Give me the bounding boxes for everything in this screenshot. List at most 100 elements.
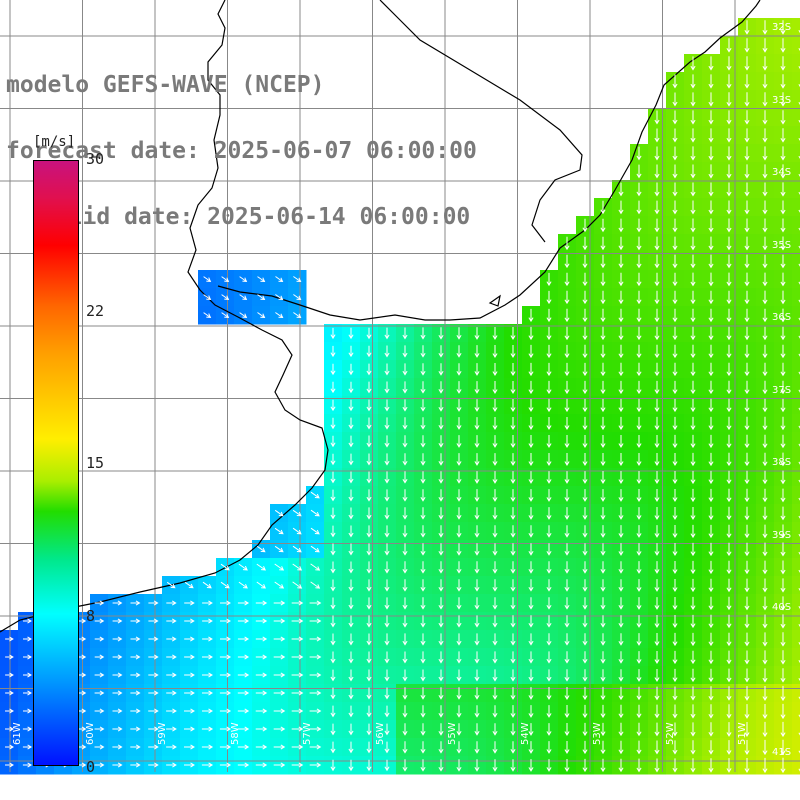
wind-arrow bbox=[780, 757, 786, 774]
wind-arrow bbox=[366, 489, 372, 502]
wind-arrow bbox=[492, 723, 498, 736]
wind-arrow bbox=[744, 56, 750, 71]
wind-arrow bbox=[672, 704, 678, 719]
wind-arrow bbox=[762, 182, 768, 197]
colorbar-tick: 0 bbox=[86, 758, 96, 776]
wind-arrow bbox=[672, 236, 678, 251]
wind-arrow bbox=[654, 597, 660, 610]
wind-arrow bbox=[654, 344, 660, 359]
wind-arrow bbox=[5, 690, 14, 696]
wind-arrow bbox=[564, 759, 570, 772]
wind-arrow bbox=[438, 633, 444, 646]
wind-arrow bbox=[744, 272, 750, 287]
wind-arrow bbox=[420, 327, 426, 340]
wind-arrow bbox=[456, 615, 462, 628]
wind-arrow bbox=[94, 654, 105, 660]
wind-arrow bbox=[402, 669, 408, 682]
wind-arrow bbox=[291, 618, 304, 624]
wind-arrow bbox=[456, 363, 462, 376]
wind-arrow bbox=[690, 740, 696, 755]
wind-arrow bbox=[112, 726, 123, 732]
wind-arrow bbox=[582, 326, 588, 341]
wind-arrow bbox=[384, 615, 390, 628]
wind-arrow bbox=[184, 672, 195, 678]
wind-arrow bbox=[780, 146, 786, 161]
wind-arrow bbox=[438, 651, 444, 664]
wind-arrow bbox=[564, 398, 570, 413]
wind-arrow bbox=[762, 668, 768, 683]
wind-arrow bbox=[348, 399, 354, 412]
wind-arrow bbox=[492, 579, 498, 592]
wind-arrow bbox=[148, 636, 159, 642]
lat-label: 34S bbox=[772, 167, 792, 178]
wind-arrow bbox=[420, 543, 426, 556]
wind-arrow bbox=[726, 236, 732, 251]
wind-arrow bbox=[744, 344, 750, 359]
wind-arrow bbox=[456, 543, 462, 556]
wind-arrow bbox=[762, 506, 768, 521]
wind-arrow bbox=[291, 600, 304, 606]
wind-arrow bbox=[636, 272, 642, 287]
wind-arrow bbox=[202, 672, 213, 678]
wind-arrow bbox=[309, 744, 322, 750]
wind-arrow bbox=[636, 344, 642, 359]
wind-arrow bbox=[546, 651, 552, 664]
wind-arrow bbox=[221, 276, 230, 282]
wind-arrow bbox=[420, 561, 426, 574]
lon-label: 54W bbox=[520, 722, 531, 745]
wind-arrow bbox=[492, 399, 498, 412]
wind-arrow bbox=[237, 600, 250, 606]
wind-arrow bbox=[564, 597, 570, 610]
wind-arrow bbox=[330, 525, 336, 538]
wind-arrow bbox=[94, 762, 105, 768]
wind-arrow bbox=[220, 563, 230, 571]
wind-arrow bbox=[348, 363, 354, 376]
wind-arrow bbox=[420, 471, 426, 484]
wind-arrow bbox=[237, 654, 250, 660]
wind-arrow bbox=[438, 705, 444, 718]
wind-arrow bbox=[546, 579, 552, 592]
wind-arrow bbox=[600, 561, 606, 574]
wind-arrow bbox=[366, 381, 372, 394]
wind-arrow bbox=[744, 632, 750, 647]
wind-arrow bbox=[292, 545, 302, 553]
wind-arrow bbox=[402, 525, 408, 538]
wind-arrow bbox=[744, 362, 750, 377]
wind-arrow bbox=[654, 416, 660, 431]
wind-arrow bbox=[582, 435, 588, 448]
wind-arrow bbox=[384, 759, 390, 772]
wind-arrow bbox=[708, 164, 714, 179]
wind-arrow bbox=[636, 182, 642, 197]
wind-arrow bbox=[291, 708, 304, 714]
wind-arrow bbox=[600, 633, 606, 646]
wind-arrow bbox=[726, 668, 732, 683]
wind-arrow bbox=[456, 741, 462, 754]
wind-arrow bbox=[618, 200, 624, 215]
wind-arrow bbox=[310, 509, 320, 517]
wind-arrow bbox=[762, 344, 768, 359]
wind-arrow bbox=[636, 290, 642, 305]
wind-arrow bbox=[654, 435, 660, 448]
wind-arrow bbox=[564, 705, 570, 718]
wind-arrow bbox=[348, 615, 354, 628]
wind-arrow bbox=[672, 326, 678, 341]
wind-arrow bbox=[420, 579, 426, 592]
wind-cell bbox=[792, 270, 800, 289]
wind-arrow bbox=[636, 471, 642, 484]
wind-arrow bbox=[184, 581, 194, 589]
wind-arrow bbox=[239, 294, 248, 300]
wind-arrow bbox=[744, 434, 750, 449]
wind-arrow bbox=[654, 651, 660, 664]
wind-arrow bbox=[636, 164, 642, 179]
wind-arrow bbox=[348, 453, 354, 466]
wind-arrow bbox=[292, 563, 303, 571]
wind-arrow bbox=[600, 740, 606, 755]
wind-arrow bbox=[600, 290, 606, 305]
wind-arrow bbox=[636, 453, 642, 466]
wind-arrow bbox=[237, 708, 250, 714]
wind-arrow bbox=[528, 561, 534, 574]
wind-arrow bbox=[330, 345, 336, 358]
wind-arrow bbox=[564, 561, 570, 574]
wind-arrow bbox=[744, 182, 750, 197]
wind-arrow bbox=[384, 741, 390, 754]
